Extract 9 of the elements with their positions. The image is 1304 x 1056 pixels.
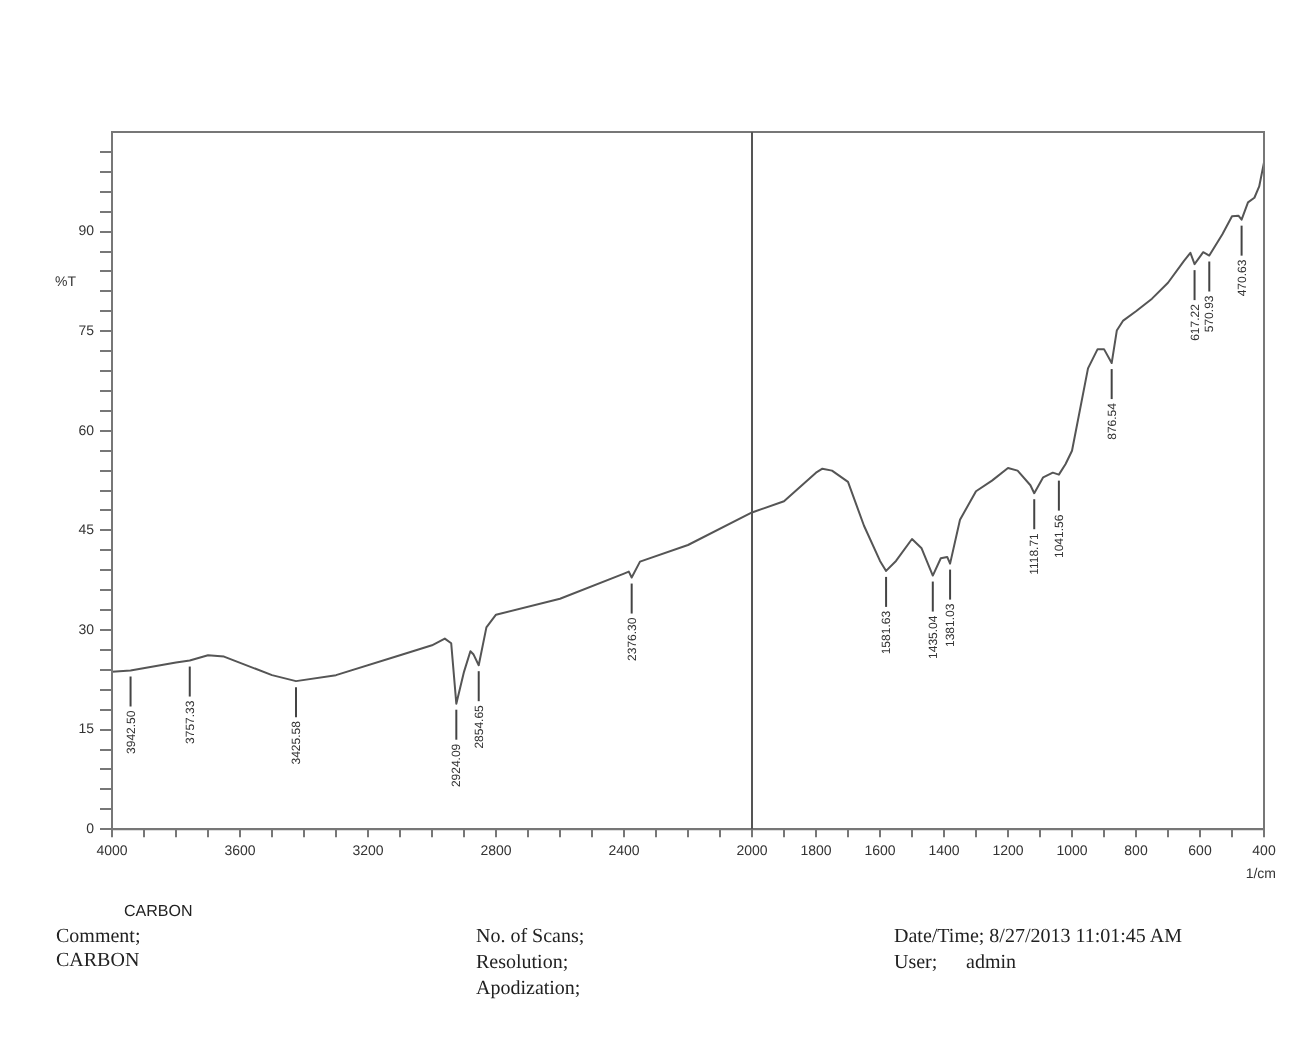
text: User; bbox=[894, 952, 938, 974]
text: CARBON bbox=[56, 950, 140, 972]
text: admin bbox=[966, 952, 1016, 974]
text: Apodization; bbox=[476, 978, 581, 1000]
text: No. of Scans; bbox=[476, 926, 585, 948]
text: Comment; bbox=[56, 926, 141, 948]
text: Resolution; bbox=[476, 952, 569, 974]
text: CARBON bbox=[124, 902, 193, 920]
text: Date/Time; 8/27/2013 11:01:45 AM bbox=[894, 926, 1182, 948]
